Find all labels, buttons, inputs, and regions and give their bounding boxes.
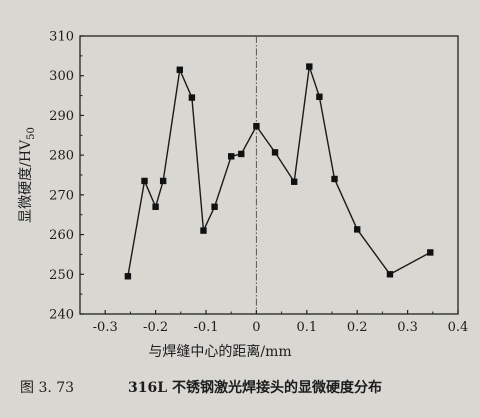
x-axis-label: 与焊缝中心的距离/mm: [148, 343, 291, 360]
x-tick-label: 0: [252, 320, 260, 335]
data-point-marker: [152, 203, 159, 210]
data-point-marker: [253, 122, 260, 130]
data-point-marker: [141, 177, 148, 185]
data-point-marker: [271, 149, 279, 156]
y-axis-label-subscript: 50: [26, 127, 37, 140]
data-point-marker: [211, 203, 218, 210]
data-point-marker: [386, 271, 394, 278]
data-point-marker: [188, 94, 196, 101]
data-point-marker: [176, 66, 183, 73]
y-tick-label: 260: [49, 228, 74, 243]
x-tick-label: -0.3: [93, 320, 118, 335]
figure-caption-label: 图 3. 73: [20, 380, 74, 396]
data-point-marker: [427, 249, 434, 256]
x-tick-label: -0.1: [193, 320, 218, 335]
y-tick-label: 270: [49, 188, 74, 203]
axis-ticks: -0.3 -0.2 -0.1 0 0.1 0.2 0.3 0.4 240 250 260 270 280…: [49, 30, 468, 336]
x-tick-label: 0.1: [296, 320, 317, 335]
y-axis-label-main: 显微硬度/HV: [18, 139, 34, 223]
y-tick-label: 250: [49, 268, 74, 283]
x-tick-label: -0.2: [143, 320, 168, 335]
y-tick-label: 290: [49, 109, 74, 124]
figure-caption-text: 316L 不锈钢激光焊接头的显微硬度分布: [128, 379, 382, 396]
y-tick-label: 300: [49, 69, 74, 84]
data-point-marker: [291, 178, 298, 185]
y-axis-label: 显微硬度/HV50: [18, 127, 37, 223]
data-point-marker: [354, 226, 361, 233]
data-point-marker: [200, 227, 207, 234]
x-tick-label: 0.4: [448, 320, 469, 335]
y-tick-label: 280: [49, 149, 74, 164]
hardness-series: [124, 63, 434, 280]
data-point-marker: [159, 177, 167, 185]
data-point-marker: [238, 150, 245, 158]
data-point-marker: [331, 175, 338, 183]
data-point-marker: [124, 273, 132, 280]
x-tick-label: 0.2: [347, 320, 368, 335]
data-point-marker: [316, 93, 323, 100]
data-point-marker: [306, 63, 313, 70]
x-tick-label: 0.3: [397, 320, 418, 335]
y-tick-label: 240: [49, 308, 74, 323]
y-tick-label: 310: [49, 30, 74, 45]
data-point-marker: [228, 153, 235, 160]
